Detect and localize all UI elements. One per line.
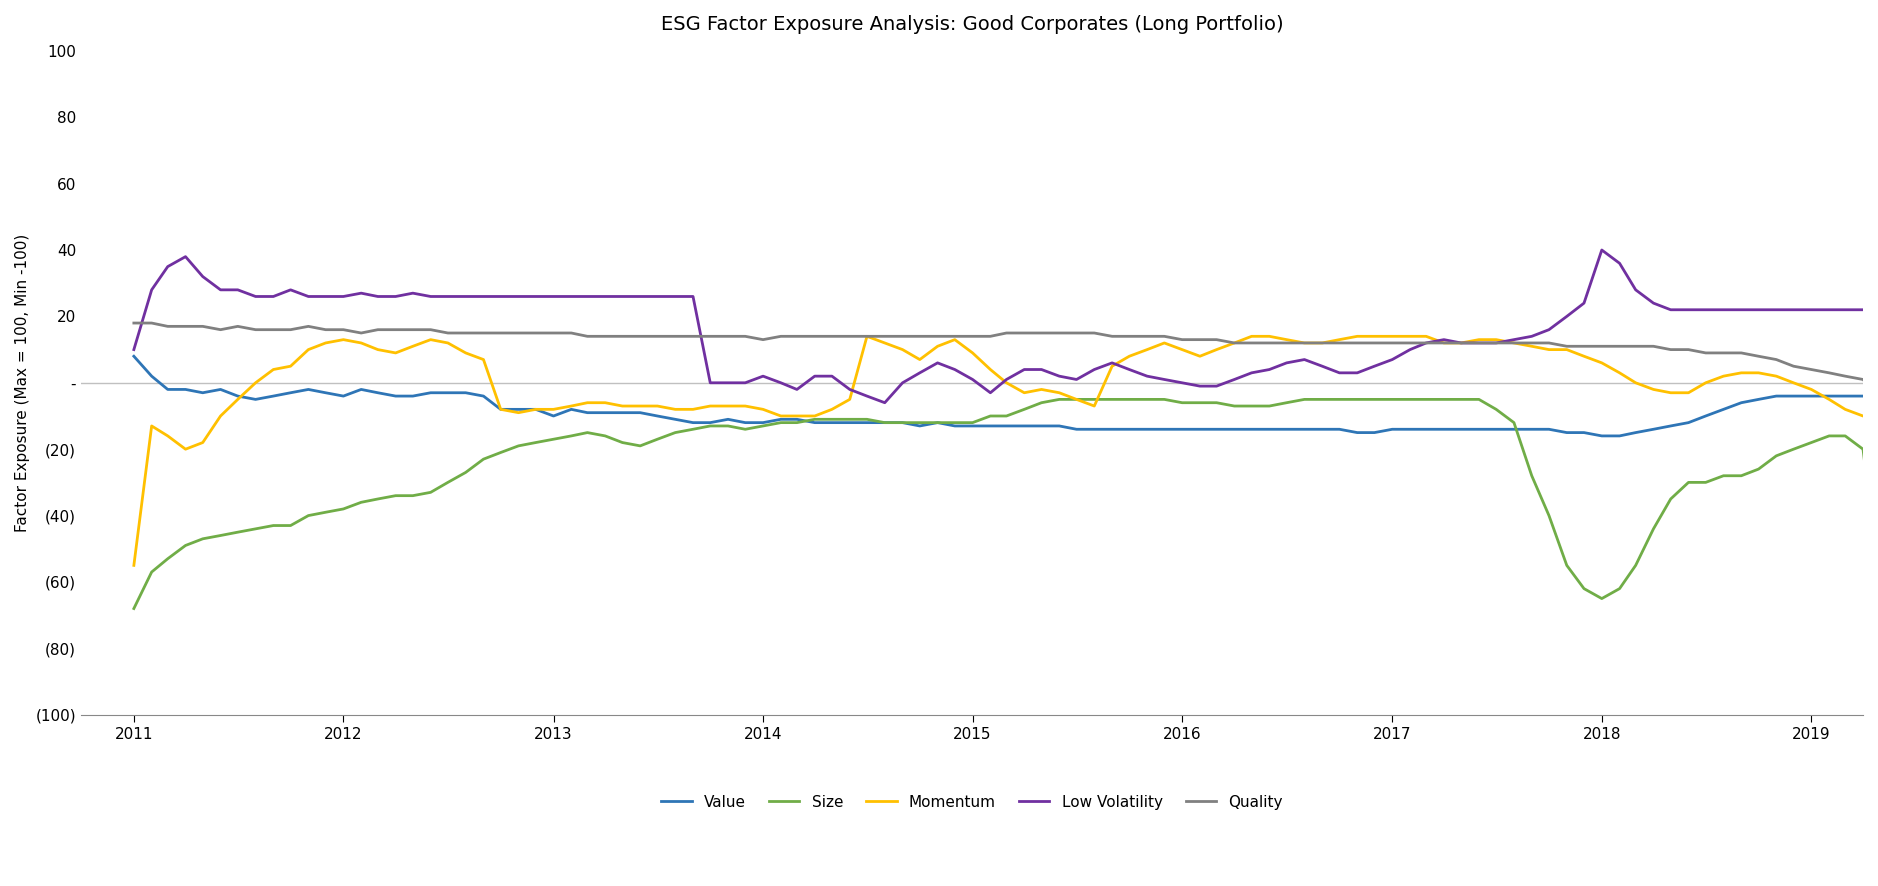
Line: Momentum: Momentum bbox=[133, 337, 1878, 565]
Title: ESG Factor Exposure Analysis: Good Corporates (Long Portfolio): ESG Factor Exposure Analysis: Good Corpo… bbox=[661, 15, 1283, 34]
Line: Quality: Quality bbox=[133, 323, 1878, 403]
Line: Size: Size bbox=[133, 400, 1878, 609]
Line: Value: Value bbox=[133, 356, 1878, 436]
Y-axis label: Factor Exposure (Max = 100, Min -100): Factor Exposure (Max = 100, Min -100) bbox=[15, 234, 30, 532]
Legend: Value, Size, Momentum, Low Volatility, Quality: Value, Size, Momentum, Low Volatility, Q… bbox=[655, 789, 1288, 816]
Line: Low Volatility: Low Volatility bbox=[133, 250, 1878, 403]
